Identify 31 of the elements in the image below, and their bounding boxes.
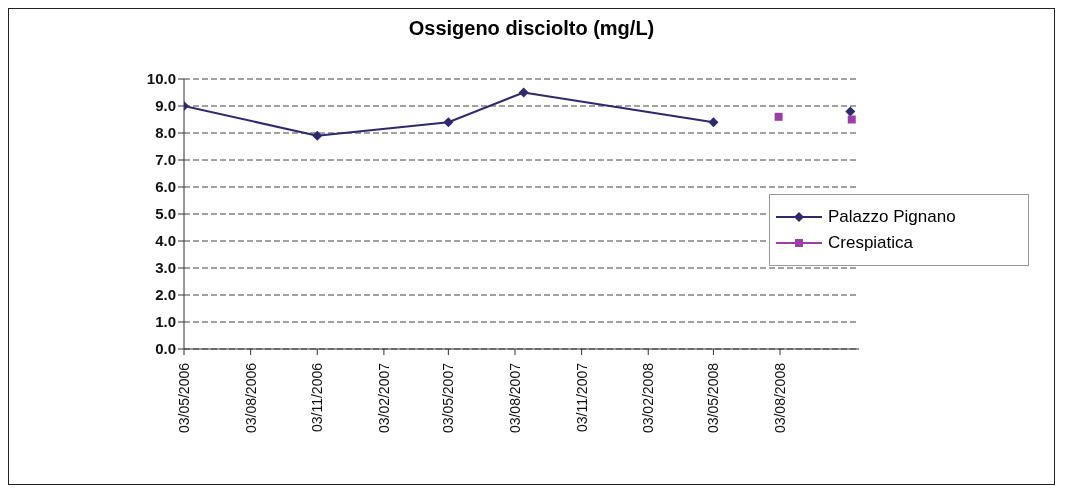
legend-label: Crespiatica [828, 233, 914, 253]
point [847, 115, 856, 124]
x-tick-label: 03/11/2007 [573, 362, 590, 433]
y-tick-label: 1.0 [155, 313, 176, 331]
y-tick-label: 10.0 [146, 70, 176, 88]
y-tick-label: 5.0 [155, 205, 176, 223]
y-tick-label: 6.0 [155, 178, 176, 196]
y-tick-label: 2.0 [155, 286, 176, 304]
point [443, 117, 454, 128]
x-tick-label: 03/08/2007 [506, 362, 523, 434]
legend-label: Palazzo Pignano [828, 207, 956, 227]
x-tick-label: 03/05/2008 [705, 362, 722, 434]
point [708, 117, 719, 128]
point [774, 112, 783, 121]
x-tick-label: 03/05/2007 [440, 362, 457, 434]
y-tick-label: 3.0 [155, 259, 176, 277]
y-tick-label: 9.0 [155, 97, 176, 115]
x-tick-label: 03/05/2006 [176, 362, 192, 434]
x-tick-label: 03/08/2008 [772, 362, 789, 434]
y-tick-label: 8.0 [155, 124, 176, 142]
y-tick-label: 7.0 [155, 151, 176, 169]
point [845, 106, 856, 117]
x-tick-label: 03/02/2008 [640, 362, 657, 434]
x-tick-label: 03/11/2006 [309, 362, 326, 433]
x-tick-label: 03/08/2006 [242, 362, 259, 434]
y-tick-label: 4.0 [155, 232, 176, 250]
chart-title: Ossigeno disciolto (mg/L) [407, 17, 656, 40]
x-tick-label: 03/02/2007 [375, 362, 392, 434]
y-tick-label: 0.0 [155, 340, 176, 358]
point [518, 87, 529, 98]
point [312, 130, 323, 141]
